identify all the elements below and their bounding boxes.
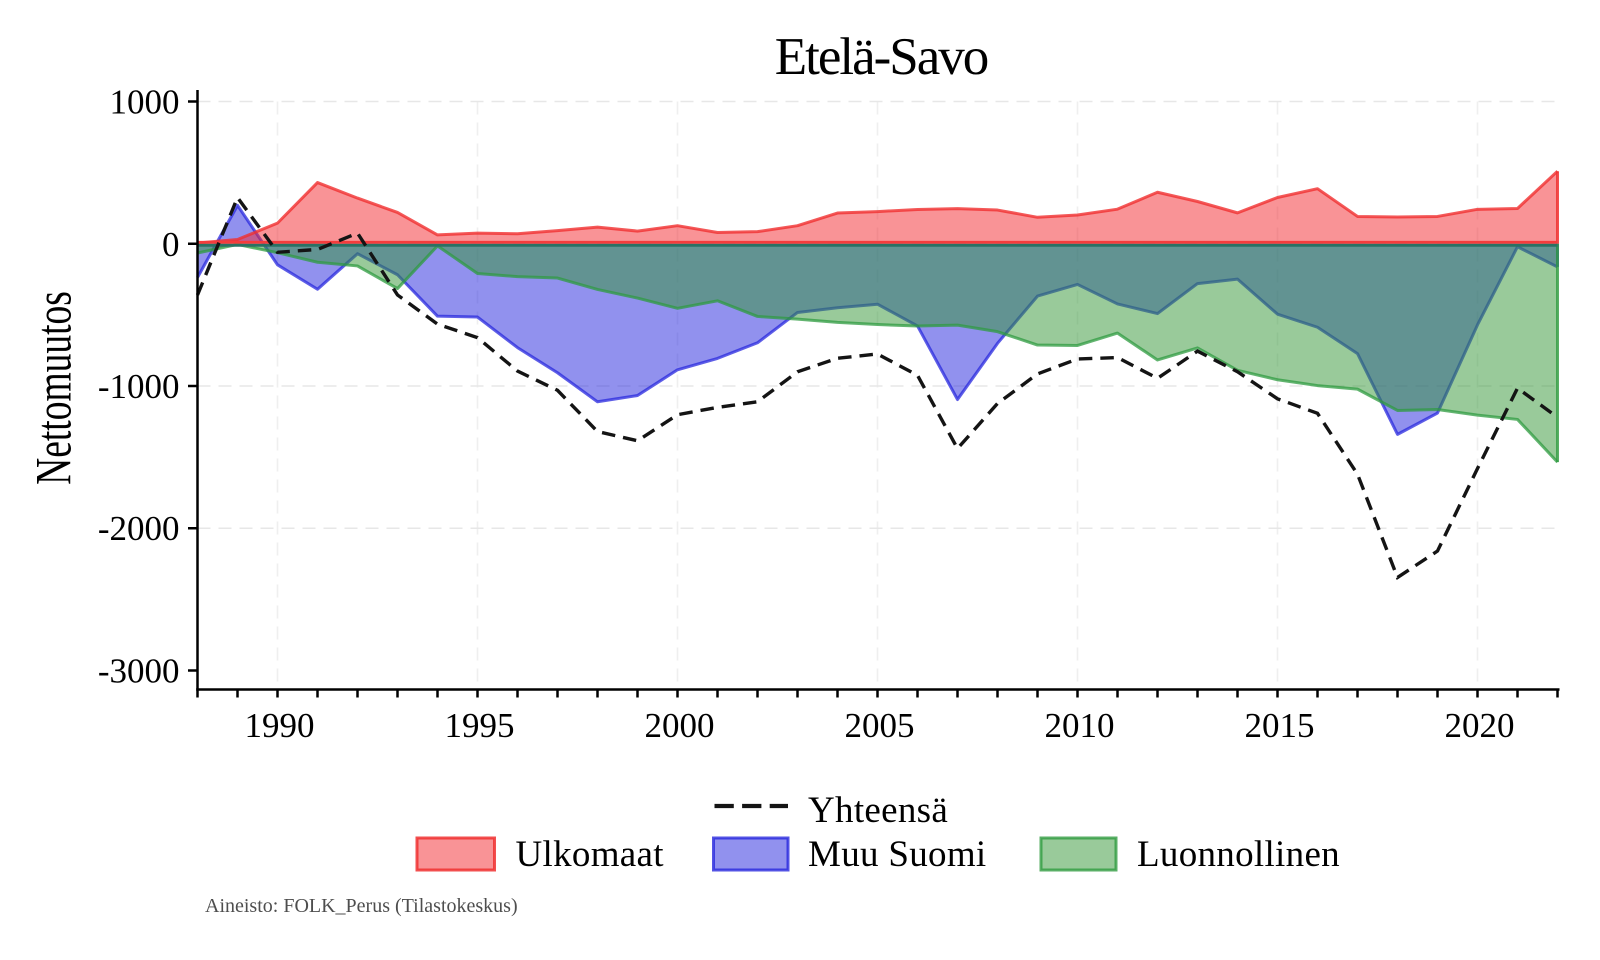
svg-text:Etelä-Savo: Etelä-Savo xyxy=(775,28,988,86)
svg-text:1995: 1995 xyxy=(445,706,515,745)
svg-text:0: 0 xyxy=(162,225,180,264)
svg-text:Ulkomaat: Ulkomaat xyxy=(516,834,665,875)
svg-text:2010: 2010 xyxy=(1045,706,1115,745)
svg-text:2005: 2005 xyxy=(845,706,915,745)
svg-text:1000: 1000 xyxy=(110,83,180,122)
svg-text:Yhteensä: Yhteensä xyxy=(808,790,948,831)
svg-text:1990: 1990 xyxy=(245,706,315,745)
svg-text:-1000: -1000 xyxy=(98,367,180,406)
svg-text:Aineisto: FOLK_Perus (Tilastok: Aineisto: FOLK_Perus (Tilastokeskus) xyxy=(205,895,518,917)
svg-text:2020: 2020 xyxy=(1445,706,1515,745)
svg-text:Nettomuutos: Nettomuutos xyxy=(25,291,82,485)
svg-text:-3000: -3000 xyxy=(98,652,180,691)
svg-text:Luonnollinen: Luonnollinen xyxy=(1137,834,1340,875)
svg-text:2000: 2000 xyxy=(645,706,715,745)
svg-text:Muu Suomi: Muu Suomi xyxy=(808,834,987,875)
svg-text:2015: 2015 xyxy=(1245,706,1315,745)
svg-text:-2000: -2000 xyxy=(98,509,180,548)
